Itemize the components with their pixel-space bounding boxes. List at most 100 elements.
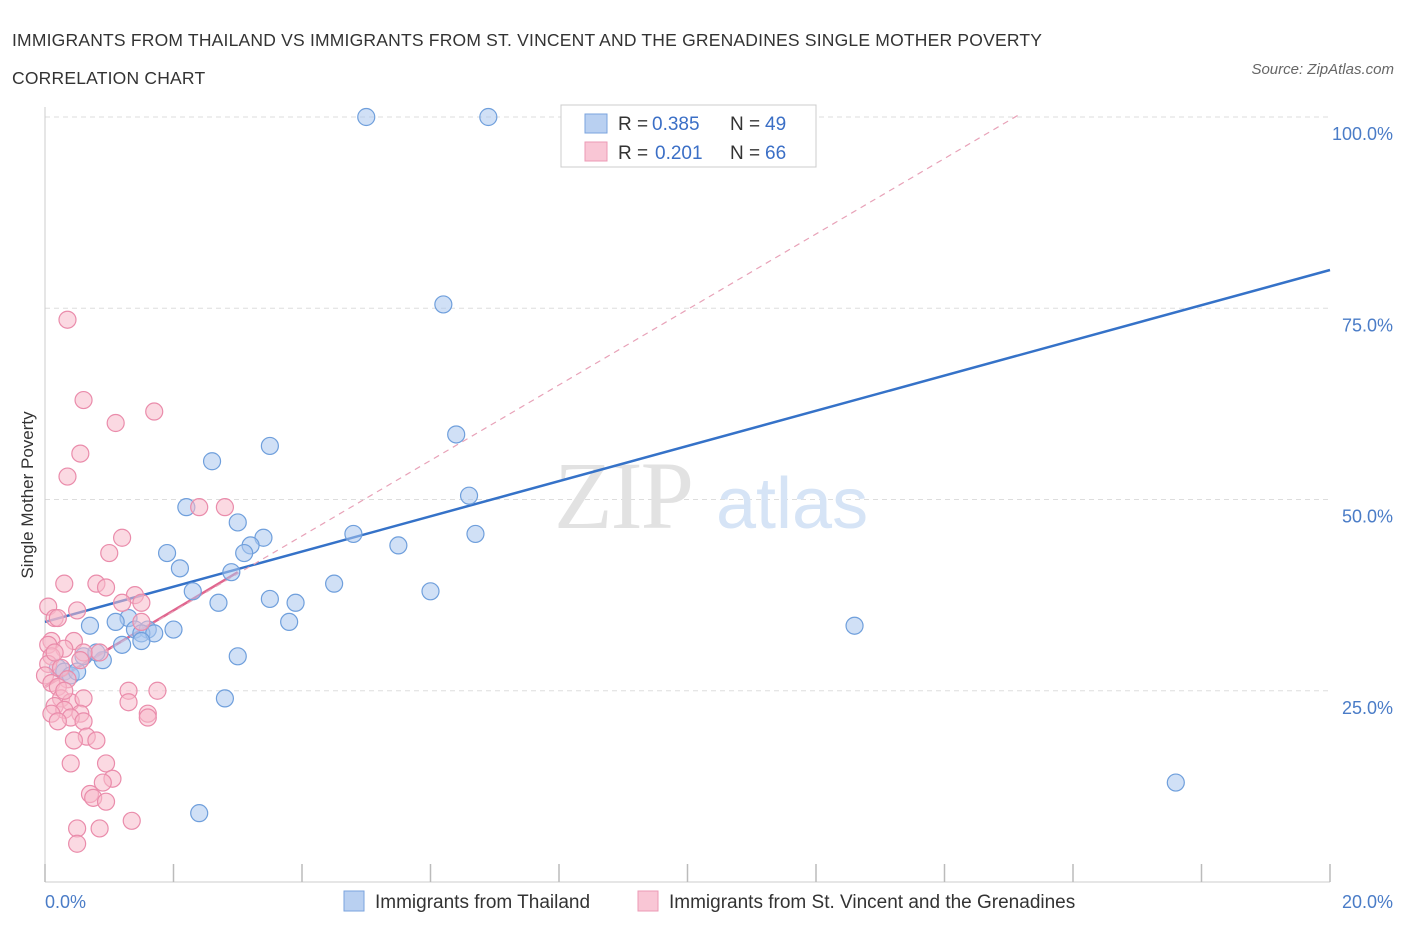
axes [44, 107, 1331, 883]
point-stvincent [132, 593, 151, 612]
point-thailand [325, 574, 344, 593]
point-stvincent [68, 834, 87, 853]
legend-r-value: 0.201 [655, 143, 703, 164]
y-tick-label: 25.0% [1342, 698, 1393, 718]
point-thailand [260, 589, 279, 609]
point-stvincent [74, 689, 93, 708]
point-thailand [389, 536, 408, 555]
point-stvincent [112, 593, 132, 612]
watermark-zip: ZIP [554, 442, 692, 549]
point-thailand [280, 612, 299, 632]
point-stvincent [61, 754, 80, 773]
point-stvincent [106, 413, 125, 433]
point-thailand [459, 486, 479, 505]
point-thailand [183, 582, 202, 601]
x-tick-labels: 0.0% 20.0% [45, 892, 1393, 912]
point-thailand [357, 107, 376, 127]
point-thailand [228, 513, 247, 532]
bottom-legend-label-stvincent: Immigrants from St. Vincent and the Gren… [669, 892, 1075, 913]
legend-swatch-thailand [584, 113, 608, 134]
point-stvincent [68, 601, 87, 620]
point-stvincent [148, 681, 167, 700]
bottom-legend-swatch-stvincent [637, 890, 659, 912]
point-thailand [286, 593, 305, 612]
chart-source: Source: ZipAtlas.com [1251, 61, 1394, 78]
watermark: ZIP atlas [554, 442, 868, 549]
point-thailand [202, 452, 222, 471]
trend-line-thailand [44, 268, 1331, 624]
legend-r-value: 0.385 [652, 114, 700, 135]
bottom-legend-label-thailand: Immigrants from Thailand [375, 892, 590, 913]
point-stvincent [48, 712, 67, 731]
point-stvincent [55, 574, 74, 593]
point-thailand [164, 620, 183, 639]
bottom-legend: Immigrants from Thailand Immigrants from… [343, 890, 1075, 913]
point-stvincent [71, 651, 90, 670]
point-thailand [209, 593, 228, 612]
point-thailand [106, 612, 125, 632]
point-thailand [222, 563, 241, 582]
y-tick-labels: 25.0% 50.0% 75.0% 100.0% [1332, 124, 1393, 718]
point-thailand [421, 582, 440, 601]
point-thailand [447, 425, 466, 444]
point-stvincent [90, 643, 109, 662]
point-stvincent [96, 754, 116, 773]
point-stvincent [96, 578, 116, 597]
point-thailand [235, 543, 254, 563]
x-tick-label: 20.0% [1342, 892, 1393, 912]
watermark-atlas: atlas [716, 464, 868, 544]
y-tick-label: 100.0% [1332, 124, 1393, 144]
point-thailand [190, 804, 209, 823]
point-thailand [466, 524, 485, 544]
y-axis-label: Single Mother Poverty [18, 411, 37, 579]
point-thailand [1166, 773, 1185, 792]
point-stvincent [122, 811, 141, 830]
trend-line-stvincent [44, 112, 1022, 688]
legend-n-label: N = [730, 143, 760, 164]
point-stvincent [55, 681, 74, 700]
point-stvincent [68, 819, 87, 838]
data-points [35, 107, 1185, 853]
bottom-legend-swatch-thailand [343, 890, 365, 912]
legend-r-label: R = [618, 114, 648, 135]
point-thailand [434, 295, 453, 314]
legend-swatch-stvincent [584, 141, 608, 162]
point-stvincent [48, 608, 67, 628]
legend-n-label: N = [730, 114, 760, 135]
point-stvincent [96, 792, 116, 811]
point-stvincent [64, 731, 84, 750]
x-tick-label: 0.0% [45, 892, 86, 912]
legend-n-value: 49 [765, 114, 786, 135]
point-thailand [260, 436, 279, 456]
point-thailand [170, 559, 190, 578]
point-stvincent [215, 498, 234, 517]
point-thailand [80, 616, 100, 635]
point-stvincent [190, 498, 209, 517]
point-stvincent [74, 390, 93, 410]
point-stvincent [138, 708, 157, 727]
point-thailand [228, 647, 247, 666]
point-stvincent [45, 643, 64, 662]
point-thailand [157, 543, 177, 563]
trend-lines [44, 112, 1331, 688]
point-thailand [132, 631, 151, 651]
y-tick-label: 50.0% [1342, 507, 1393, 527]
point-thailand [112, 635, 132, 654]
point-thailand [479, 107, 498, 127]
legend-box: R = 0.385 N = 49 R = 0.201 N = 66 [560, 104, 817, 168]
point-thailand [344, 524, 363, 544]
point-thailand [215, 689, 234, 708]
chart-title: IMMIGRANTS FROM THAILAND VS IMMIGRANTS F… [12, 30, 1042, 88]
point-stvincent [58, 467, 77, 486]
grid-lines [45, 116, 1330, 692]
point-stvincent [90, 819, 109, 838]
point-stvincent [71, 444, 90, 463]
y-tick-label: 75.0% [1342, 315, 1393, 335]
point-stvincent [58, 310, 77, 329]
point-stvincent [145, 402, 164, 421]
point-stvincent [119, 693, 138, 712]
point-stvincent [93, 773, 112, 792]
point-stvincent [87, 731, 106, 750]
point-stvincent [112, 528, 132, 547]
